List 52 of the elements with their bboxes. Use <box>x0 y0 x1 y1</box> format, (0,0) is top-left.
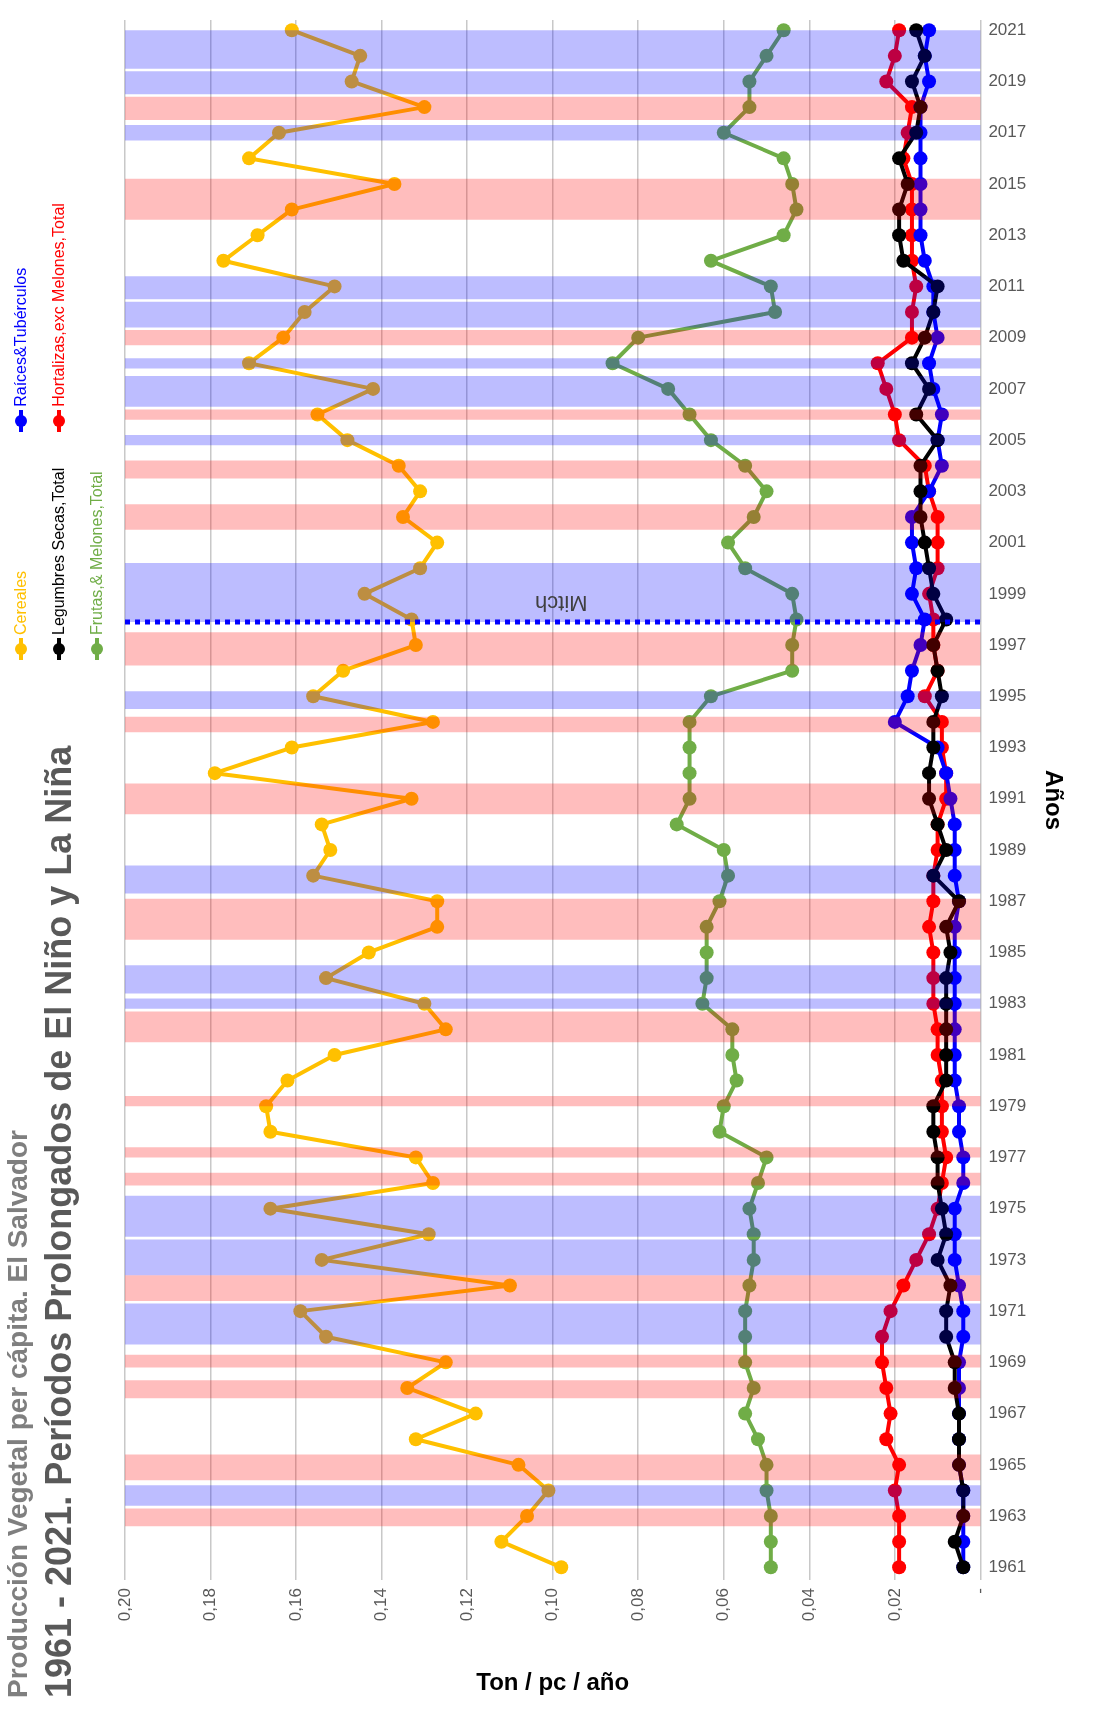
y-tick-label: 1977 <box>988 1147 1027 1167</box>
text: Producción Vegetal per cápita. El Salvador <box>2 1130 34 1698</box>
y-tick-label: 1967 <box>988 1403 1027 1423</box>
y-tick-label: 1985 <box>988 942 1027 962</box>
y-tick-label: 1991 <box>988 788 1027 808</box>
x-axis-title: Ton / pc / año <box>476 1668 630 1696</box>
y-tick-label: 1987 <box>988 890 1027 910</box>
y-tick-label: 2007 <box>988 378 1027 398</box>
y-tick-label: 2003 <box>988 481 1027 501</box>
y-tick-label: 2001 <box>988 532 1027 552</box>
y-tick-label: 2011 <box>988 276 1025 296</box>
y-tick-label: 1989 <box>988 839 1027 859</box>
y-tick-label: 1969 <box>988 1352 1027 1372</box>
x-tick-label: 0,10 <box>542 1588 562 1622</box>
y-tick-label: 2005 <box>988 429 1027 449</box>
y-tick-label: 2019 <box>988 71 1027 91</box>
text: Cereales <box>12 570 30 635</box>
text: Frutas,& Melones,Total <box>88 471 106 635</box>
text: 1961 - 2021. Períodos Prolongados de El Niño y La Niña <box>38 745 80 1698</box>
y-tick-label: 2009 <box>988 327 1027 347</box>
y-tick-label: 1999 <box>988 583 1027 603</box>
y-tick-label: 1993 <box>988 737 1027 757</box>
y-tick-label: 1973 <box>988 1249 1027 1269</box>
y-tick-label: 2013 <box>988 224 1027 244</box>
y-tick-label: 1965 <box>988 1454 1027 1474</box>
x-tick-label: 0,18 <box>200 1588 220 1622</box>
x-tick-label: 0,08 <box>627 1588 647 1622</box>
x-tick-label: 0,06 <box>713 1588 733 1622</box>
y-tick-label: 1983 <box>988 993 1027 1013</box>
y-tick-label: 2021 <box>988 19 1027 39</box>
y-tick-label: 1975 <box>988 1198 1027 1218</box>
x-tick-label: 0,02 <box>884 1588 904 1622</box>
y-tick-label: 1997 <box>988 634 1027 654</box>
x-tick-label: 0,20 <box>114 1588 134 1622</box>
x-tick-label: 0,12 <box>456 1588 476 1622</box>
y-tick-label: 1961 <box>988 1556 1027 1576</box>
y-tick-label: 1963 <box>988 1505 1027 1525</box>
x-tick-label: 0,04 <box>798 1588 818 1622</box>
y-tick-label: 1979 <box>988 1095 1027 1115</box>
y-tick-label: 2015 <box>988 173 1027 193</box>
y-tick-label: 1981 <box>988 1044 1027 1064</box>
text: Hortalizas,exc Melones,Total <box>50 203 68 407</box>
text: Raíces&Tubérculos <box>12 267 30 407</box>
x-tick-label: 0,14 <box>371 1588 391 1622</box>
y-tick-label: 2017 <box>988 122 1027 142</box>
x-tick-label: - <box>970 1588 990 1594</box>
ref-line-label: Mitch <box>534 590 588 616</box>
text: Legumbres Secas,Total <box>50 467 68 635</box>
x-tick-label: 0,16 <box>285 1588 305 1622</box>
y-tick-label: 1995 <box>988 685 1027 705</box>
y-axis-title: Años <box>1040 770 1068 831</box>
y-tick-label: 1971 <box>988 1300 1027 1320</box>
